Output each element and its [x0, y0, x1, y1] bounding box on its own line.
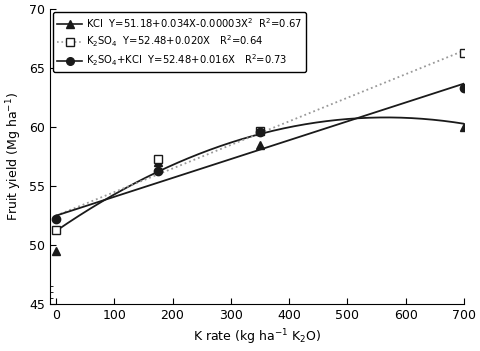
- X-axis label: K rate (kg ha$^{-1}$ K$_2$O): K rate (kg ha$^{-1}$ K$_2$O): [193, 327, 321, 347]
- Y-axis label: Fruit yield (Mg ha$^{-1}$): Fruit yield (Mg ha$^{-1}$): [4, 92, 24, 221]
- Legend: KCl  Y=51.18+0.034X-0.00003X$^2$  R$^2$=0.67, K$_2$SO$_4$  Y=52.48+0.020X   R$^2: KCl Y=51.18+0.034X-0.00003X$^2$ R$^2$=0.…: [53, 12, 306, 72]
